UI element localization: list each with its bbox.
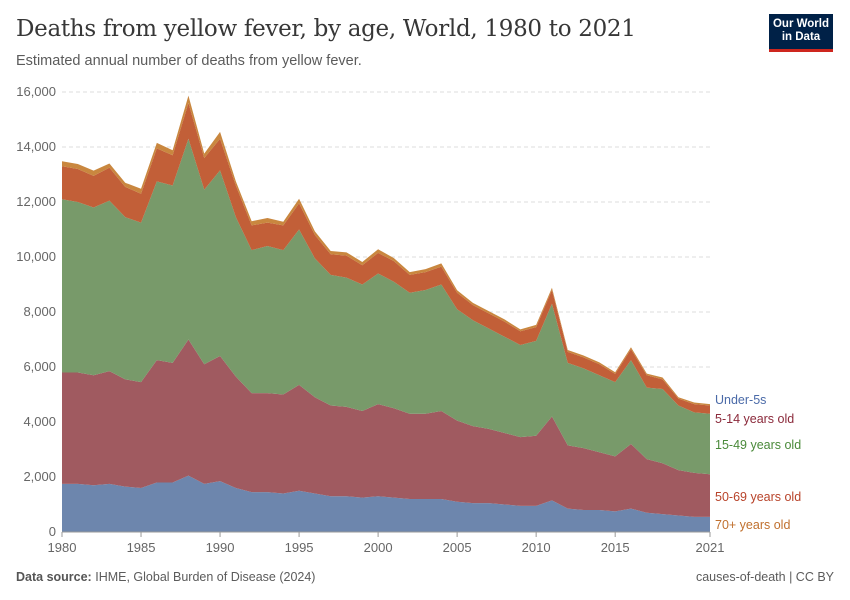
area-5-14-years-old (62, 339, 710, 517)
area-under-5s (62, 475, 710, 532)
x-tick-label: 1990 (206, 540, 235, 555)
area-50-69-years-old (62, 103, 710, 414)
source-text[interactable]: IHME, Global Burden of Disease (2024) (95, 570, 316, 584)
x-tick-label: 1980 (48, 540, 77, 555)
y-tick-label: 12,000 (16, 194, 56, 209)
legend-label: 70+ years old (715, 518, 790, 532)
y-tick-label: 4,000 (23, 414, 56, 429)
y-tick-label: 2,000 (23, 469, 56, 484)
x-tick-label: 1985 (127, 540, 156, 555)
y-tick-label: 0 (49, 524, 56, 539)
license[interactable]: causes-of-death | CC BY (695, 570, 834, 584)
legend-label: 15-49 years old (715, 438, 801, 452)
page-subtitle: Estimated annual number of deaths from y… (16, 53, 362, 69)
x-tick-label: 2010 (522, 540, 551, 555)
y-tick-label: 6,000 (23, 359, 56, 374)
x-tick-label: 2000 (364, 540, 393, 555)
x-tick-label: 2021 (696, 540, 725, 555)
x-tick-label: 1995 (285, 540, 314, 555)
owid-logo[interactable]: Our World in Data (769, 14, 833, 52)
page-title: Deaths from yellow fever, by age, World,… (16, 16, 636, 42)
legend-label: 5-14 years old (715, 412, 794, 426)
y-tick-label: 14,000 (16, 139, 56, 154)
y-tick-label: 16,000 (16, 84, 56, 99)
y-tick-label: 10,000 (16, 249, 56, 264)
legend-label: Under-5s (715, 393, 766, 407)
legend-label: 50-69 years old (715, 490, 801, 504)
x-tick-label: 2005 (443, 540, 472, 555)
data-source: Data source: IHME, Global Burden of Dise… (16, 570, 315, 584)
x-tick-label: 2015 (601, 540, 630, 555)
y-tick-label: 8,000 (23, 304, 56, 319)
area-15-49-years-old (62, 138, 710, 475)
source-label: Data source: (16, 570, 92, 584)
